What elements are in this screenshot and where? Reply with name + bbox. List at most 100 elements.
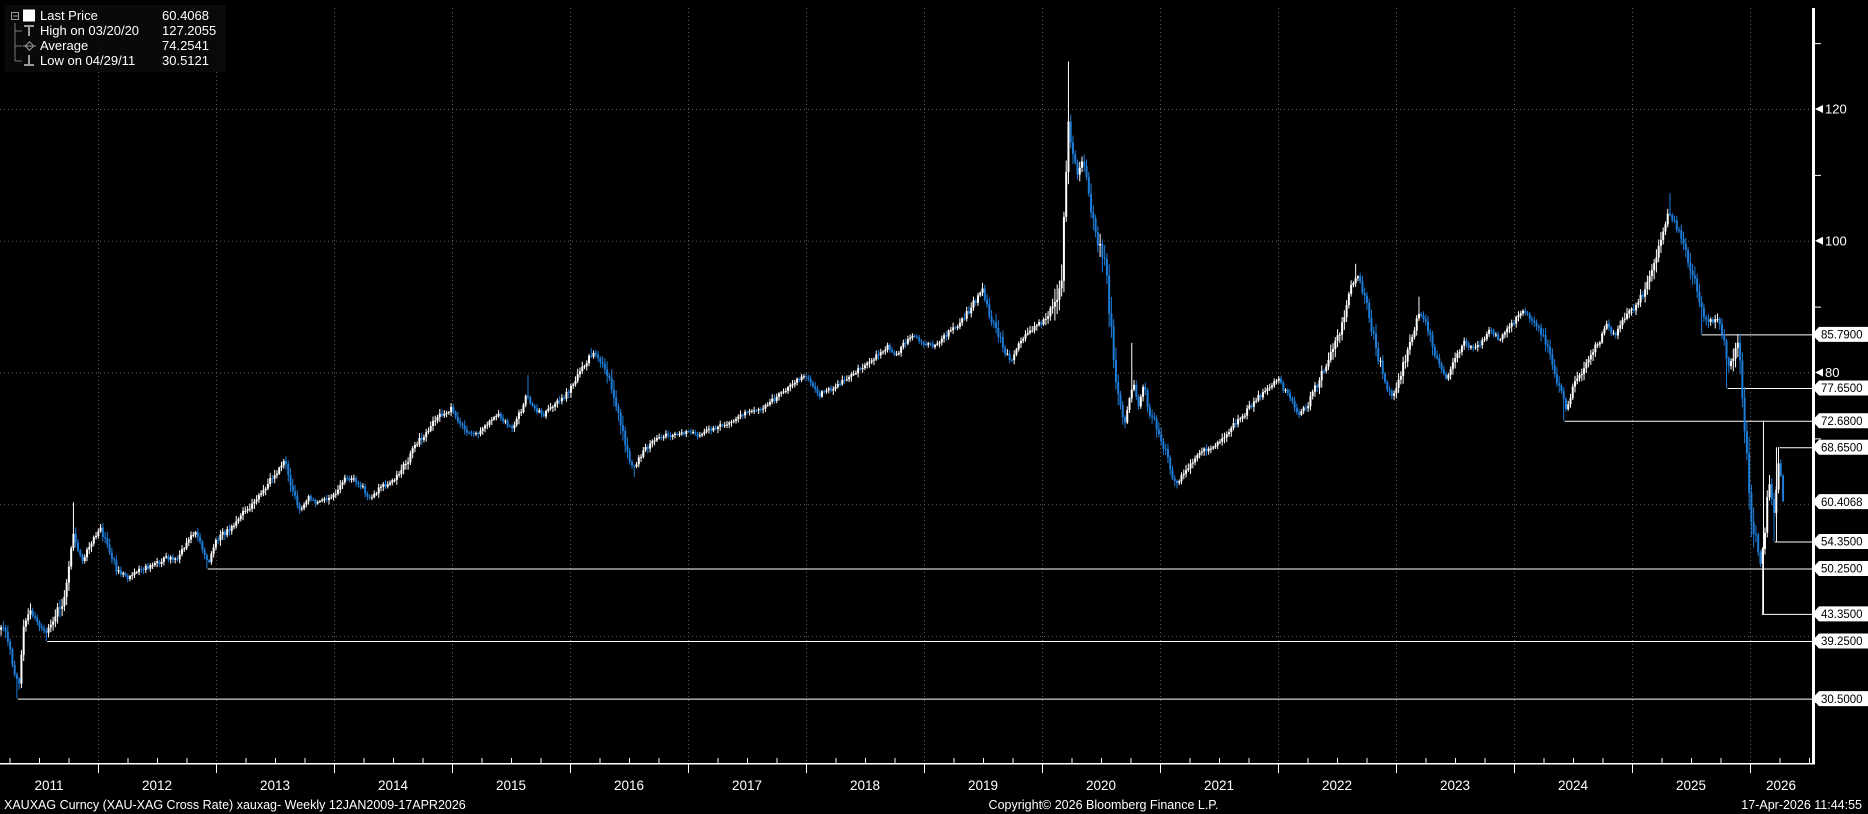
drawn-price-lines[interactable] (17, 334, 1812, 700)
bar-body (330, 497, 333, 499)
bar-body (1427, 321, 1430, 332)
bar-body (47, 627, 50, 633)
bar-body (1730, 361, 1733, 367)
bar-body (459, 421, 462, 424)
bar-body (1128, 398, 1131, 411)
bar-body (1691, 270, 1694, 276)
bar-body (239, 515, 242, 520)
price-chart-canvas[interactable]: 120 100 80 2011 2012 2013 2014 2015 2016 2017 2018… (0, 0, 1868, 796)
bar-body (196, 532, 199, 538)
bar-body (1275, 380, 1278, 382)
year-label: 2023 (1440, 778, 1470, 793)
bar-body (536, 408, 539, 413)
bar-body (156, 561, 159, 564)
bar-body (407, 462, 410, 464)
bar-body (791, 384, 794, 386)
bar-body (244, 510, 247, 512)
bar-body (565, 391, 568, 399)
bar-body (558, 400, 561, 402)
bar-body (499, 413, 502, 419)
bar-body (199, 537, 202, 542)
bar-body (683, 432, 686, 435)
bar-body (101, 527, 104, 537)
bar-body (1071, 142, 1074, 155)
year-label: 2019 (968, 778, 998, 793)
bar-body (1657, 245, 1660, 258)
bar-body (361, 486, 364, 488)
bar-body (845, 379, 848, 381)
year-label: 2011 (34, 778, 63, 793)
bar-body (219, 534, 222, 541)
bar-body (1047, 316, 1050, 319)
bar-body (560, 397, 563, 402)
bar-body (1533, 320, 1536, 323)
bar-body (1567, 404, 1570, 410)
bar-body (551, 406, 554, 408)
legend-item-last-price[interactable]: Last Price 60.4068 (10, 8, 216, 23)
bar-body (1445, 374, 1448, 379)
bar-body (1130, 389, 1133, 399)
bar-body (732, 420, 735, 422)
bar-body (1639, 294, 1642, 303)
bar-body (585, 363, 588, 367)
bar-body (764, 405, 767, 409)
bar-body (38, 621, 41, 627)
bar-body (1433, 347, 1436, 357)
bar-body (859, 368, 862, 370)
year-label: 2012 (142, 778, 172, 793)
bar-body (1035, 325, 1038, 327)
bar-body (1221, 438, 1224, 442)
bar-body (104, 536, 107, 538)
gridlines (0, 8, 1812, 763)
bar-body (1594, 344, 1597, 353)
bar-body (1519, 313, 1522, 316)
bar-body (1029, 330, 1032, 333)
bar-body (1284, 389, 1287, 391)
bar-body (1404, 361, 1407, 363)
year-label: 2016 (614, 778, 644, 793)
bar-body (852, 373, 855, 375)
bar-body (1142, 386, 1145, 397)
bar-body (1370, 317, 1373, 332)
bar-body (1044, 318, 1047, 320)
price-label-text: 54.3500 (1821, 537, 1863, 549)
bar-body (739, 414, 742, 417)
bar-body (997, 328, 1000, 337)
bar-body (0, 627, 3, 630)
bar-body (1354, 278, 1357, 284)
bar-body (1741, 360, 1744, 398)
bar-body (843, 379, 846, 381)
bar-body (655, 437, 658, 441)
legend-value: 30.5121 (162, 53, 209, 68)
year-label: 2020 (1086, 778, 1116, 793)
bar-body (1752, 522, 1755, 535)
bar-body (398, 474, 401, 476)
bar-body (671, 435, 674, 437)
bar-body (574, 380, 577, 385)
bar-body (147, 565, 150, 569)
legend-item-high[interactable]: High on 03/20/20 127.2055 (10, 23, 216, 38)
bar-body (721, 424, 724, 426)
bar-body (364, 486, 367, 494)
price-bars (0, 61, 1785, 699)
bar-body (1560, 385, 1563, 392)
bar-body (603, 363, 606, 370)
bar-body (524, 395, 527, 405)
legend-item-average[interactable]: Average 74.2541 (10, 38, 216, 53)
bar-body (631, 461, 634, 466)
bar-body (63, 596, 66, 607)
bar-body (882, 351, 885, 353)
bar-body (687, 430, 690, 432)
bar-body (936, 343, 939, 345)
bar-body (990, 316, 993, 323)
bar-body (517, 412, 520, 419)
bar-body (1763, 532, 1766, 549)
bar-body (167, 556, 170, 560)
bar-body (65, 582, 68, 597)
bar-body (1329, 351, 1332, 361)
legend-item-low[interactable]: Low on 04/29/11 30.5121 (10, 53, 216, 68)
bar-body (262, 490, 265, 494)
bar-body (599, 357, 602, 363)
bar-body (1307, 406, 1310, 409)
bar-body (712, 427, 715, 431)
